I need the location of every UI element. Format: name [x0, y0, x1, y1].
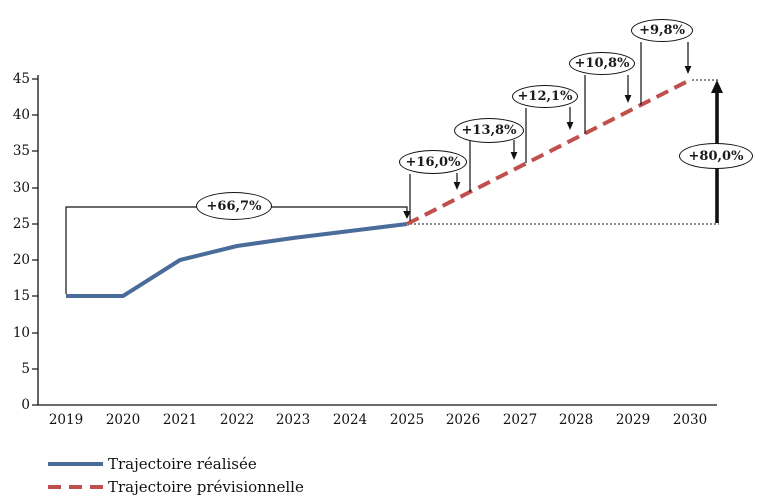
x-tick-label: 2019	[48, 412, 84, 428]
y-tick-label: 20	[12, 252, 30, 268]
x-tick-label: 2022	[219, 412, 255, 428]
legend-label-realized: Trajectoire réalisée	[108, 455, 257, 473]
bracket-66-line	[65, 206, 408, 294]
step-arrowheads	[453, 66, 692, 190]
total-growth-arrowhead	[711, 80, 723, 93]
forecast-line	[406, 78, 691, 226]
annotation-bubble-9-8: +9,8%	[631, 19, 693, 42]
x-tick-label: 2021	[162, 412, 198, 428]
annotation-bubble-16-0: +16,0%	[399, 150, 467, 174]
x-tick-label: 2020	[105, 412, 141, 428]
realized-line	[66, 222, 408, 298]
x-tick-label: 2025	[389, 412, 425, 428]
x-tick-label: 2023	[275, 412, 311, 428]
annotation-bubble-66-7: +66,7%	[196, 192, 272, 220]
annotation-bubble-12-1: +12,1%	[512, 85, 578, 108]
y-tick-marks	[32, 78, 38, 406]
x-tick-label: 2028	[558, 412, 594, 428]
y-tick-label: 35	[12, 143, 30, 159]
y-tick-label: 15	[12, 288, 30, 304]
y-tick-label: 10	[12, 325, 30, 341]
annotation-bubble-13-8: +13,8%	[454, 118, 524, 143]
y-tick-label: 25	[12, 216, 30, 232]
x-tick-label: 2029	[615, 412, 651, 428]
x-tick-label: 2027	[502, 412, 538, 428]
x-tick-label: 2024	[332, 412, 368, 428]
legend-label-forecast: Trajectoire prévisionnelle	[108, 478, 304, 496]
y-tick-label: 40	[12, 107, 30, 123]
annotation-bubble-10-8: +10,8%	[569, 52, 635, 75]
y-tick-label: 30	[12, 180, 30, 196]
y-tick-label: 0	[21, 397, 30, 413]
y-tick-label: 45	[12, 71, 30, 87]
bracket-66-arrowhead	[403, 211, 411, 219]
x-tick-label: 2030	[672, 412, 708, 428]
y-tick-label: 5	[21, 361, 30, 377]
x-tick-label: 2026	[445, 412, 481, 428]
step-connectors	[409, 42, 689, 221]
annotation-bubble-80-0: +80,0%	[679, 143, 753, 169]
